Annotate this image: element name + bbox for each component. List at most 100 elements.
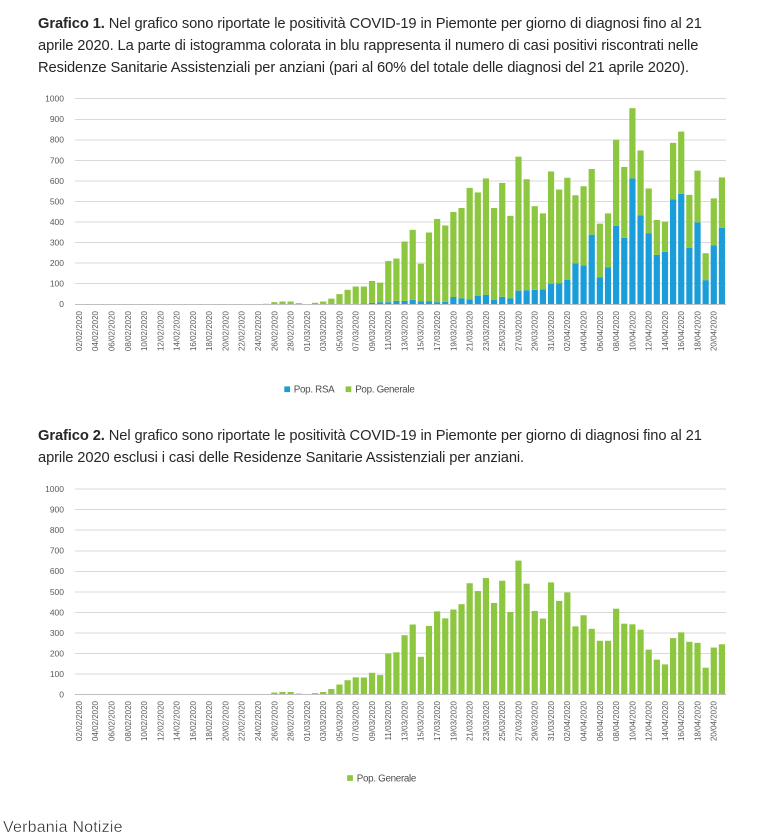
- svg-text:25/03/2020: 25/03/2020: [498, 700, 507, 741]
- svg-text:27/03/2020: 27/03/2020: [514, 700, 523, 741]
- svg-text:15/03/2020: 15/03/2020: [417, 310, 426, 351]
- svg-text:900: 900: [50, 114, 64, 124]
- svg-text:19/03/2020: 19/03/2020: [449, 700, 458, 741]
- svg-text:02/04/2020: 02/04/2020: [563, 700, 572, 741]
- svg-text:19/03/2020: 19/03/2020: [449, 310, 458, 351]
- svg-text:Pop. Generale: Pop. Generale: [355, 385, 415, 396]
- svg-text:14/04/2020: 14/04/2020: [661, 310, 670, 351]
- svg-text:1000: 1000: [45, 94, 64, 104]
- svg-text:10/02/2020: 10/02/2020: [140, 310, 149, 351]
- svg-text:20/02/2020: 20/02/2020: [221, 310, 230, 351]
- svg-text:Pop. Generale: Pop. Generale: [357, 773, 417, 784]
- svg-text:27/03/2020: 27/03/2020: [514, 310, 523, 351]
- svg-text:13/03/2020: 13/03/2020: [400, 310, 409, 351]
- svg-text:09/03/2020: 09/03/2020: [368, 700, 377, 741]
- svg-text:200: 200: [50, 258, 64, 268]
- svg-text:05/03/2020: 05/03/2020: [335, 700, 344, 741]
- svg-text:06/04/2020: 06/04/2020: [596, 700, 605, 741]
- svg-text:200: 200: [50, 648, 64, 658]
- svg-text:600: 600: [50, 566, 64, 576]
- svg-text:01/03/2020: 01/03/2020: [303, 310, 312, 351]
- svg-text:26/02/2020: 26/02/2020: [270, 310, 279, 351]
- svg-text:08/04/2020: 08/04/2020: [612, 310, 621, 351]
- svg-text:07/03/2020: 07/03/2020: [352, 700, 361, 741]
- svg-text:28/02/2020: 28/02/2020: [287, 310, 296, 351]
- svg-text:08/02/2020: 08/02/2020: [124, 700, 133, 741]
- svg-text:0: 0: [59, 299, 64, 309]
- svg-text:800: 800: [50, 135, 64, 145]
- svg-text:300: 300: [50, 237, 64, 247]
- svg-text:08/02/2020: 08/02/2020: [124, 310, 133, 351]
- svg-text:02/02/2020: 02/02/2020: [75, 310, 84, 351]
- svg-text:100: 100: [50, 279, 64, 289]
- svg-text:22/02/2020: 22/02/2020: [238, 310, 247, 351]
- svg-text:18/02/2020: 18/02/2020: [205, 310, 214, 351]
- svg-text:17/03/2020: 17/03/2020: [433, 700, 442, 741]
- svg-text:17/03/2020: 17/03/2020: [433, 310, 442, 351]
- svg-text:10/04/2020: 10/04/2020: [628, 310, 637, 351]
- svg-text:100: 100: [50, 669, 64, 679]
- svg-text:12/04/2020: 12/04/2020: [645, 310, 654, 351]
- svg-text:15/03/2020: 15/03/2020: [417, 700, 426, 741]
- svg-text:18/02/2020: 18/02/2020: [205, 700, 214, 741]
- svg-text:31/03/2020: 31/03/2020: [547, 700, 556, 741]
- svg-text:23/03/2020: 23/03/2020: [482, 700, 491, 741]
- svg-text:08/04/2020: 08/04/2020: [612, 700, 621, 741]
- svg-text:24/02/2020: 24/02/2020: [254, 310, 263, 351]
- svg-text:14/02/2020: 14/02/2020: [173, 700, 182, 741]
- svg-text:400: 400: [50, 217, 64, 227]
- svg-text:26/02/2020: 26/02/2020: [270, 700, 279, 741]
- svg-text:12/02/2020: 12/02/2020: [156, 700, 165, 741]
- svg-text:06/04/2020: 06/04/2020: [596, 310, 605, 351]
- svg-text:800: 800: [50, 525, 64, 535]
- svg-text:Pop. RSA: Pop. RSA: [294, 385, 335, 396]
- svg-text:24/02/2020: 24/02/2020: [254, 700, 263, 741]
- svg-text:500: 500: [50, 587, 64, 597]
- svg-text:16/02/2020: 16/02/2020: [189, 310, 198, 351]
- svg-text:11/03/2020: 11/03/2020: [384, 700, 393, 740]
- svg-text:1000: 1000: [45, 484, 64, 494]
- svg-text:25/03/2020: 25/03/2020: [498, 310, 507, 351]
- svg-text:18/04/2020: 18/04/2020: [693, 310, 702, 351]
- svg-text:20/04/2020: 20/04/2020: [710, 700, 719, 741]
- svg-text:03/03/2020: 03/03/2020: [319, 700, 328, 741]
- svg-text:09/03/2020: 09/03/2020: [368, 310, 377, 351]
- svg-text:700: 700: [50, 155, 64, 165]
- svg-text:04/02/2020: 04/02/2020: [91, 700, 100, 741]
- svg-text:01/03/2020: 01/03/2020: [303, 700, 312, 741]
- svg-text:13/03/2020: 13/03/2020: [400, 700, 409, 741]
- svg-text:07/03/2020: 07/03/2020: [352, 310, 361, 351]
- svg-text:500: 500: [50, 196, 64, 206]
- svg-text:11/03/2020: 11/03/2020: [384, 310, 393, 350]
- svg-text:22/02/2020: 22/02/2020: [238, 700, 247, 741]
- svg-text:400: 400: [50, 607, 64, 617]
- svg-text:16/04/2020: 16/04/2020: [677, 310, 686, 351]
- svg-text:29/03/2020: 29/03/2020: [531, 700, 540, 741]
- svg-text:10/04/2020: 10/04/2020: [628, 700, 637, 741]
- svg-text:14/04/2020: 14/04/2020: [661, 700, 670, 741]
- svg-text:12/02/2020: 12/02/2020: [156, 310, 165, 351]
- svg-text:300: 300: [50, 628, 64, 638]
- svg-text:14/02/2020: 14/02/2020: [173, 310, 182, 351]
- svg-text:18/04/2020: 18/04/2020: [693, 700, 702, 741]
- svg-text:04/04/2020: 04/04/2020: [579, 310, 588, 351]
- svg-text:06/02/2020: 06/02/2020: [108, 310, 117, 351]
- svg-text:28/02/2020: 28/02/2020: [287, 700, 296, 741]
- svg-text:31/03/2020: 31/03/2020: [547, 310, 556, 351]
- svg-text:29/03/2020: 29/03/2020: [531, 310, 540, 351]
- svg-text:21/03/2020: 21/03/2020: [466, 310, 475, 351]
- svg-text:02/04/2020: 02/04/2020: [563, 310, 572, 351]
- svg-text:03/03/2020: 03/03/2020: [319, 310, 328, 351]
- svg-text:06/02/2020: 06/02/2020: [108, 700, 117, 741]
- svg-text:0: 0: [59, 690, 64, 700]
- svg-text:600: 600: [50, 176, 64, 186]
- svg-text:23/03/2020: 23/03/2020: [482, 310, 491, 351]
- svg-text:20/04/2020: 20/04/2020: [710, 310, 719, 351]
- svg-text:12/04/2020: 12/04/2020: [645, 700, 654, 741]
- svg-text:02/02/2020: 02/02/2020: [75, 700, 84, 741]
- svg-text:04/04/2020: 04/04/2020: [579, 700, 588, 741]
- svg-text:04/02/2020: 04/02/2020: [91, 310, 100, 351]
- svg-text:16/02/2020: 16/02/2020: [189, 700, 198, 741]
- svg-text:21/03/2020: 21/03/2020: [466, 700, 475, 741]
- svg-text:10/02/2020: 10/02/2020: [140, 700, 149, 741]
